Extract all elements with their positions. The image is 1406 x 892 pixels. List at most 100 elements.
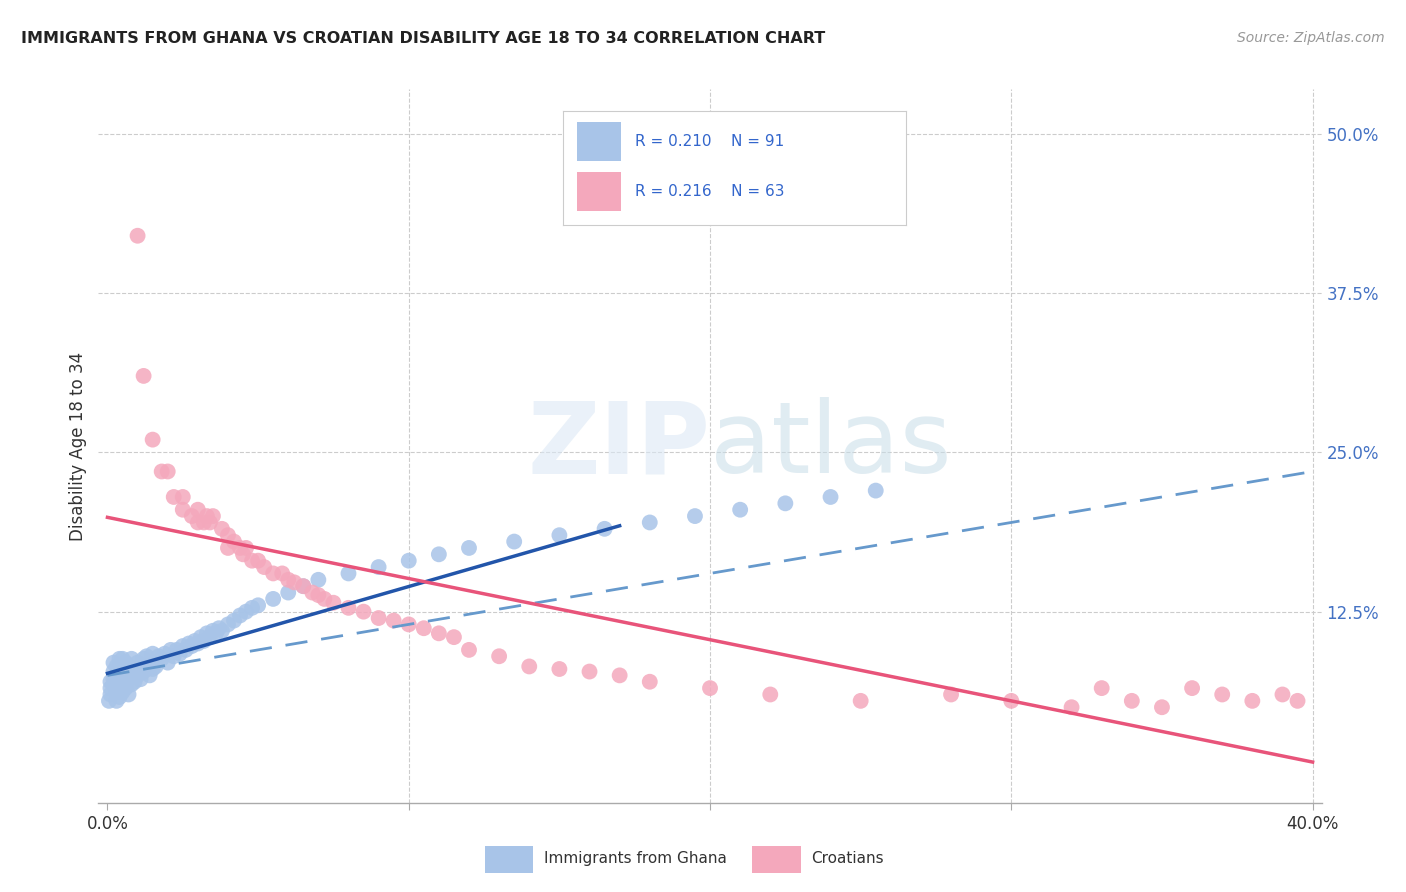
Point [217,528,239,542]
Point [114,668,136,682]
Point [138,656,160,670]
Point [458,643,481,657]
Point [201,509,224,524]
Point [193,516,215,530]
Point [108,662,131,676]
Point [138,668,160,682]
Point [849,694,872,708]
Point [187,516,209,530]
Point [699,681,721,695]
Point [142,433,165,447]
Y-axis label: Disability Age 18 to 34: Disability Age 18 to 34 [69,351,87,541]
Point [127,668,149,682]
Point [1150,700,1173,714]
Point [503,534,526,549]
Point [247,599,270,613]
Point [172,490,194,504]
Point [117,672,139,686]
Point [180,639,202,653]
Point [1211,688,1233,702]
Point [121,652,143,666]
Point [132,665,155,679]
Point [124,674,146,689]
Point [166,643,188,657]
Point [353,605,375,619]
Point [103,665,125,679]
Point [240,600,263,615]
Point [1241,694,1264,708]
Point [398,617,420,632]
Point [156,656,179,670]
Point [277,573,299,587]
Point [172,502,194,516]
Point [163,490,186,504]
Point [217,617,239,632]
Point [205,626,228,640]
Point [111,652,134,666]
Point [190,630,212,644]
Point [198,516,221,530]
Point [222,614,245,628]
Point [229,541,252,555]
Point [283,575,305,590]
Point [124,662,146,676]
Point [314,591,336,606]
Point [517,659,540,673]
Point [100,688,122,702]
Point [1000,694,1022,708]
Point [609,668,631,682]
Point [427,547,450,561]
Point [121,677,143,691]
Point [103,656,125,670]
Point [548,528,571,542]
Bar [752,847,800,873]
Text: atlas: atlas [710,398,952,494]
Point [117,688,139,702]
Point [235,541,257,555]
Point [163,649,186,664]
Point [98,694,121,708]
Point [775,496,797,510]
Point [683,509,706,524]
Point [129,659,152,673]
Point [638,516,661,530]
Point [105,668,128,682]
Point [132,368,155,383]
Point [262,591,284,606]
Point [235,605,257,619]
Point [728,502,751,516]
Point [427,626,450,640]
Point [578,665,600,679]
Point [240,554,263,568]
Point [443,630,465,644]
Point [105,659,128,673]
Point [121,668,143,682]
Point [169,647,191,661]
Point [150,652,173,666]
Point [195,509,218,524]
Point [184,634,207,648]
Point [382,614,405,628]
Point [211,522,233,536]
Point [148,649,170,664]
Point [638,674,661,689]
Point [187,636,209,650]
Point [488,649,510,664]
Point [322,596,344,610]
Point [1286,694,1309,708]
Point [337,600,360,615]
Point [105,694,128,708]
Point [108,681,131,695]
Point [150,465,173,479]
Point [412,621,434,635]
Point [271,566,294,581]
Text: Immigrants from Ghana: Immigrants from Ghana [544,851,727,866]
Point [198,630,221,644]
Point [865,483,887,498]
Point [229,608,252,623]
Point [132,652,155,666]
Point [127,228,149,243]
Point [159,643,181,657]
Point [177,636,200,650]
Point [193,634,215,648]
